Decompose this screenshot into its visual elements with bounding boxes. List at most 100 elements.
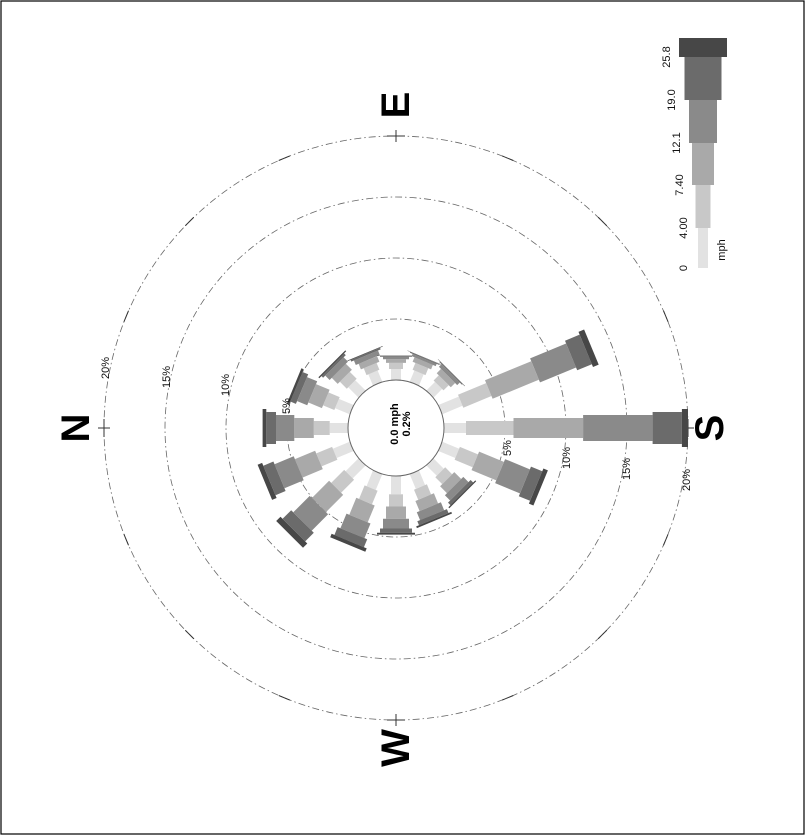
- petal-W-bin-1: [389, 494, 403, 507]
- tick-NNE: [123, 310, 129, 322]
- petal-WNW-bin-2: [349, 497, 375, 523]
- petal-SSW-bin-0: [438, 441, 460, 458]
- petal-NNE-bin-0: [335, 398, 354, 415]
- petal-ESE-bin-1: [412, 362, 429, 376]
- ring-label-5-south: 5%: [502, 440, 514, 456]
- petal-WSW-bin-1: [414, 484, 432, 500]
- ring-label-20-north: 20%: [100, 357, 112, 379]
- compass-label-east: E: [374, 92, 418, 119]
- tick-NE: [184, 216, 195, 227]
- petal-NE-bin-0: [348, 380, 366, 398]
- petal-NNW-bin-3: [274, 456, 304, 489]
- petal-ESE-bin-0: [409, 370, 424, 386]
- petal-SSE-bin-4: [565, 334, 592, 371]
- ring-label-15-north: 15%: [161, 366, 173, 388]
- legend-bar-0: [698, 228, 708, 268]
- tick-NNW: [123, 534, 129, 546]
- petal-NW-bin-2: [311, 480, 344, 513]
- petal-ENE-bin-2: [358, 356, 380, 370]
- petal-NNE-bin-4: [290, 372, 309, 404]
- petal-SSW-bin-2: [471, 451, 504, 481]
- petal-WSW-bin-0: [409, 470, 426, 489]
- petal-SE-bin-4: [439, 361, 463, 385]
- ring-label-15-south: 15%: [621, 458, 633, 480]
- petal-N-bin-2: [294, 418, 314, 438]
- ring-label-5-north: 5%: [281, 398, 293, 414]
- petal-ESE-bin-2: [412, 357, 433, 370]
- tick-SE: [597, 216, 608, 227]
- petal-WNW-bin-1: [359, 485, 378, 505]
- petal-S-bin-2: [513, 418, 584, 438]
- petal-W-bin-2: [386, 506, 406, 519]
- petal-NNE-bin-5: [286, 368, 304, 405]
- center-speed-label: 0.0 mph: [389, 403, 401, 445]
- petal-ENE-bin-3: [353, 350, 380, 365]
- tick-ENE: [278, 155, 290, 161]
- legend-label-7: 7.40: [674, 174, 686, 195]
- petal-NNW-bin-4: [263, 461, 286, 496]
- petal-NNW-bin-0: [332, 441, 354, 458]
- speed-legend: 0 4.00 7.40 12.1 19.0 25.8 mph: [661, 38, 728, 271]
- legend-label-25: 25.8: [661, 46, 673, 67]
- petal-E-bin-1: [389, 362, 403, 369]
- petal-SSW-bin-5: [528, 468, 548, 506]
- petal-E-bin-2: [386, 359, 406, 363]
- tick-ESE: [502, 155, 514, 161]
- petal-W-bin-3: [383, 518, 409, 529]
- legend-unit-label: mph: [716, 239, 728, 260]
- ring-label-10-north: 10%: [220, 374, 232, 396]
- petal-S-bin-1: [466, 421, 514, 435]
- petal-WNW-bin-4: [334, 527, 368, 548]
- tick-SSW: [663, 534, 669, 546]
- petal-SSE-bin-1: [458, 383, 492, 408]
- petal-SSE-bin-2: [485, 361, 539, 399]
- petal-E-bin-0: [391, 369, 401, 380]
- petal-SE-bin-3: [438, 364, 460, 386]
- petal-NE-bin-2: [331, 363, 352, 384]
- petal-N-bin-0: [329, 423, 348, 433]
- tick-NW: [184, 629, 195, 640]
- ring-label-10-south: 10%: [561, 447, 573, 469]
- tick-SW: [597, 629, 608, 640]
- petal-ENE-bin-0: [368, 370, 383, 386]
- petal-SE-bin-5: [437, 359, 465, 387]
- petal-SE-bin-1: [433, 375, 449, 391]
- petal-NNW-bin-2: [294, 450, 323, 478]
- legend-label-12: 12.1: [671, 132, 683, 153]
- tick-SSE: [663, 310, 669, 322]
- petal-NW-bin-3: [293, 495, 329, 531]
- compass-label-west: W: [374, 729, 418, 767]
- petal-NNE-bin-1: [323, 392, 340, 410]
- petal-SW-bin-4: [448, 480, 474, 506]
- petal-W-bin-5: [377, 532, 415, 535]
- petal-S-bin-4: [652, 412, 682, 444]
- petal-N-bin-4: [266, 412, 276, 444]
- petal-SW-bin-3: [444, 476, 469, 501]
- legend-bar-4: [684, 57, 722, 100]
- direction-ticks: [98, 130, 694, 726]
- petal-NNW-bin-1: [316, 446, 338, 467]
- petal-S-bin-3: [583, 415, 653, 441]
- petal-NE-bin-1: [339, 371, 357, 389]
- petal-SSE-bin-5: [578, 329, 599, 367]
- petal-NE-bin-5: [318, 350, 347, 379]
- petal-NE-bin-3: [325, 357, 348, 380]
- petal-NW-bin-4: [282, 510, 314, 542]
- petal-ESE-bin-3: [411, 353, 437, 367]
- petal-E-bin-4: [380, 356, 412, 357]
- petal-NW-bin-1: [331, 469, 355, 493]
- tick-WSW: [502, 695, 514, 701]
- petal-SE-bin-0: [426, 381, 443, 398]
- petal-SW-bin-1: [435, 467, 453, 485]
- legend-label-4: 4.00: [678, 217, 690, 238]
- legend-bars: [679, 38, 727, 268]
- petal-WSW-bin-4: [417, 509, 449, 526]
- petal-ESE-bin-5: [407, 350, 443, 366]
- legend-bar-5: [679, 38, 727, 57]
- petal-NW-bin-5: [276, 516, 308, 548]
- petal-N-bin-1: [313, 421, 330, 435]
- petal-S-bin-0: [444, 423, 466, 433]
- legend-bar-3: [689, 100, 717, 143]
- petal-NNW-bin-5: [257, 462, 277, 500]
